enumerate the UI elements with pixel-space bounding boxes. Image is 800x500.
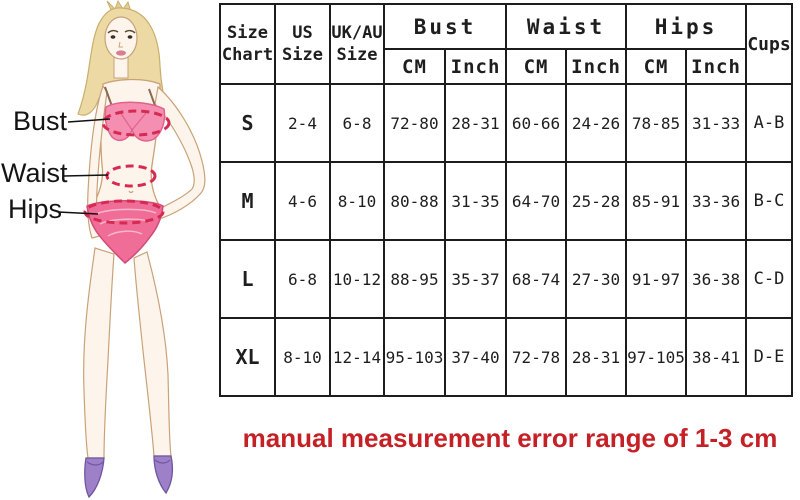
cell-waist-cm: 64-70 [505, 161, 568, 241]
cell-waist-cm: 60-66 [505, 83, 568, 163]
cell-waist-cm: 72-78 [505, 317, 568, 397]
header-hips: Hips [625, 3, 748, 50]
hips-label: Hips [8, 194, 63, 224]
cell-bust-inch: 28-31 [443, 83, 508, 163]
cell-waist-inch: 27-30 [565, 239, 628, 319]
cell-hips-inch: 33-36 [685, 161, 748, 241]
cell-us: 4-6 [274, 161, 331, 241]
cell-size: XL [219, 317, 276, 397]
header-waist-cm: CM [505, 48, 568, 85]
header-size-chart: Size Chart [219, 3, 276, 85]
cell-bust-inch: 31-35 [443, 161, 508, 241]
belly-button [128, 190, 134, 194]
hips-pointer-line [57, 211, 99, 215]
cell-hips-inch: 31-33 [685, 83, 748, 163]
measurement-error-note: manual measurement error range of 1-3 cm [242, 423, 778, 453]
waist-measure-ellipse [105, 164, 157, 188]
cell-waist-inch: 28-31 [565, 317, 628, 397]
bust-measure-ellipse [101, 109, 171, 137]
table-row-xl: XL 8-10 12-14 95-103 37-40 72-78 28-31 9… [219, 317, 794, 397]
right-leg [133, 251, 172, 457]
cell-bust-cm: 80-88 [383, 161, 446, 241]
cell-waist-inch: 25-28 [565, 161, 628, 241]
cell-hips-cm: 97-105 [625, 317, 688, 397]
header-bust: Bust [382, 3, 508, 50]
woman-figure-illustration [57, 0, 206, 499]
header-us-size: US Size [274, 3, 331, 85]
cell-cups: C-D [745, 239, 794, 319]
waist-label: Waist [1, 158, 68, 188]
cell-us: 8-10 [274, 317, 331, 397]
header-waist-inch: Inch [565, 48, 628, 85]
header-waist: Waist [505, 3, 628, 50]
bust-pointer-line [67, 118, 111, 123]
right-arm [154, 85, 206, 220]
cell-size: M [219, 161, 276, 241]
size-chart-table: Size Chart US Size UK/AU Size Bust Waist… [219, 3, 794, 397]
left-leg [83, 247, 115, 459]
header-cups: Cups [745, 3, 794, 85]
header-ukau-size: UK/AU Size [329, 3, 385, 85]
table-row-m: M 4-6 8-10 80-88 31-35 64-70 25-28 85-91… [219, 161, 794, 241]
header-bust-cm: CM [383, 48, 446, 85]
header-hips-inch: Inch [685, 48, 748, 85]
face [104, 16, 138, 79]
shoes [84, 455, 173, 499]
cell-cups: B-C [745, 161, 794, 241]
waist-pointer-line [63, 174, 109, 177]
cell-bust-inch: 35-37 [443, 239, 508, 319]
cell-cups: D-E [745, 317, 794, 397]
left-arm [87, 84, 108, 239]
cell-size: S [219, 83, 276, 163]
cell-waist-inch: 24-26 [565, 83, 628, 163]
cell-ukau: 8-10 [329, 161, 385, 241]
cell-hips-cm: 78-85 [625, 83, 688, 163]
cell-us: 2-4 [274, 83, 331, 163]
header-hips-cm: CM [625, 48, 688, 85]
cell-bust-cm: 72-80 [383, 83, 446, 163]
cell-waist-cm: 68-74 [505, 239, 568, 319]
table-row-l: L 6-8 10-12 88-95 35-37 68-74 27-30 91-9… [219, 239, 794, 319]
cell-bust-cm: 88-95 [383, 239, 446, 319]
cell-ukau: 12-14 [329, 317, 385, 397]
header-bust-inch: Inch [443, 48, 508, 85]
table-row-s: S 2-4 6-8 72-80 28-31 60-66 24-26 78-85 … [219, 83, 794, 163]
cell-bust-cm: 95-103 [383, 317, 446, 397]
cell-size: L [219, 239, 276, 319]
cell-cups: A-B [745, 83, 794, 163]
cell-bust-inch: 37-40 [443, 317, 508, 397]
bust-label: Bust [13, 106, 68, 136]
cell-hips-cm: 91-97 [625, 239, 688, 319]
cell-hips-cm: 85-91 [625, 161, 688, 241]
cell-us: 6-8 [274, 239, 331, 319]
cell-ukau: 6-8 [329, 83, 385, 163]
cell-hips-inch: 36-38 [685, 239, 748, 319]
cell-hips-inch: 38-41 [685, 317, 748, 397]
cell-ukau: 10-12 [329, 239, 385, 319]
figure-illustration-area: Bust Waist Hips [0, 0, 220, 500]
hips-measure-ellipse [83, 199, 165, 225]
